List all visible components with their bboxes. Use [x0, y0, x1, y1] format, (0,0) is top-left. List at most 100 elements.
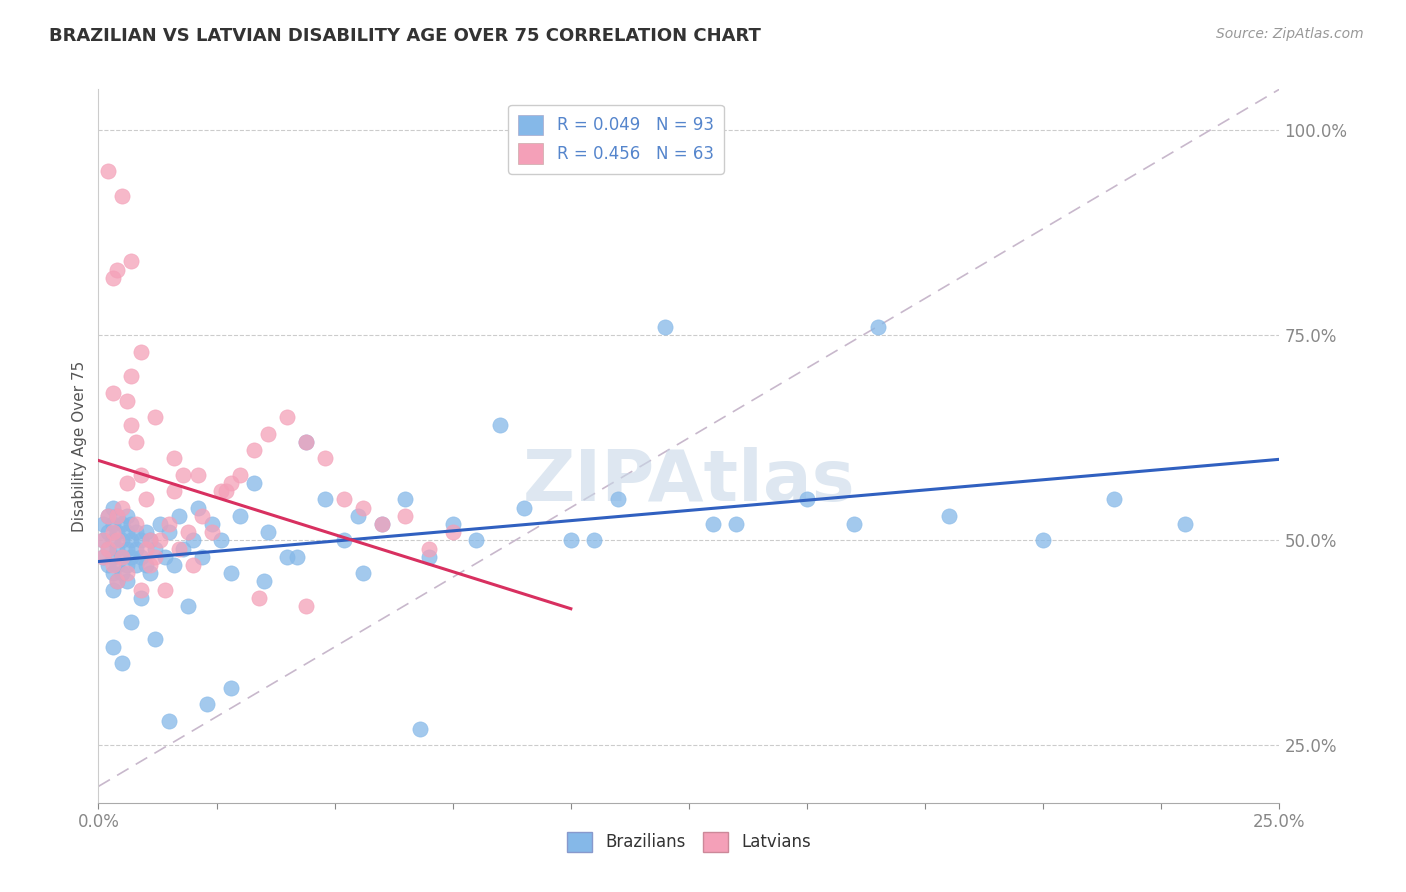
Point: [243, 475, 266, 490]
Point: [157, 525, 180, 540]
Point: [195, 698, 218, 712]
Text: ZIPAtlas: ZIPAtlas: [523, 447, 855, 516]
Point: [172, 541, 194, 556]
Point: [149, 516, 172, 531]
Point: [725, 516, 748, 531]
Point: [866, 320, 889, 334]
Point: [257, 525, 280, 540]
Point: [115, 475, 138, 490]
Point: [111, 533, 134, 548]
Point: [101, 558, 124, 572]
Point: [105, 508, 128, 523]
Point: [139, 533, 162, 548]
Point: [371, 516, 394, 531]
Point: [115, 574, 138, 589]
Point: [125, 434, 148, 449]
Point: [352, 566, 374, 581]
Point: [163, 451, 186, 466]
Point: [129, 467, 152, 482]
Point: [333, 492, 356, 507]
Point: [143, 632, 166, 646]
Point: [121, 615, 143, 630]
Point: [115, 525, 138, 540]
Point: [111, 549, 134, 564]
Point: [121, 516, 143, 531]
Point: [135, 492, 157, 507]
Point: [91, 533, 114, 548]
Point: [121, 369, 143, 384]
Point: [105, 262, 128, 277]
Point: [441, 516, 464, 531]
Point: [97, 525, 120, 540]
Point: [139, 533, 162, 548]
Point: [97, 558, 120, 572]
Point: [191, 508, 214, 523]
Text: Source: ZipAtlas.com: Source: ZipAtlas.com: [1216, 27, 1364, 41]
Point: [394, 508, 416, 523]
Point: [105, 525, 128, 540]
Point: [560, 533, 582, 548]
Point: [1174, 516, 1197, 531]
Point: [187, 467, 209, 482]
Point: [295, 434, 318, 449]
Point: [167, 508, 190, 523]
Point: [115, 508, 138, 523]
Point: [702, 516, 724, 531]
Legend: Brazilians, Latvians: Brazilians, Latvians: [561, 825, 817, 859]
Point: [153, 549, 176, 564]
Point: [285, 549, 308, 564]
Point: [295, 599, 318, 613]
Point: [149, 533, 172, 548]
Point: [253, 574, 276, 589]
Point: [121, 254, 143, 268]
Point: [333, 533, 356, 548]
Point: [105, 558, 128, 572]
Point: [129, 533, 152, 548]
Point: [181, 558, 204, 572]
Point: [243, 443, 266, 458]
Point: [201, 516, 224, 531]
Point: [125, 516, 148, 531]
Y-axis label: Disability Age Over 75: Disability Age Over 75: [72, 360, 87, 532]
Point: [157, 516, 180, 531]
Point: [105, 541, 128, 556]
Point: [105, 508, 128, 523]
Point: [91, 549, 114, 564]
Point: [115, 558, 138, 572]
Point: [229, 508, 252, 523]
Point: [125, 541, 148, 556]
Point: [371, 516, 394, 531]
Point: [105, 574, 128, 589]
Point: [121, 418, 143, 433]
Point: [97, 508, 120, 523]
Point: [938, 508, 960, 523]
Point: [167, 541, 190, 556]
Point: [465, 533, 488, 548]
Point: [191, 549, 214, 564]
Point: [143, 549, 166, 564]
Point: [139, 566, 162, 581]
Point: [347, 508, 370, 523]
Point: [135, 541, 157, 556]
Point: [97, 508, 120, 523]
Point: [408, 722, 430, 736]
Point: [91, 533, 114, 548]
Point: [209, 484, 232, 499]
Point: [1102, 492, 1125, 507]
Point: [101, 582, 124, 597]
Point: [101, 549, 124, 564]
Point: [157, 714, 180, 728]
Point: [125, 558, 148, 572]
Point: [135, 558, 157, 572]
Point: [97, 541, 120, 556]
Point: [101, 516, 124, 531]
Point: [121, 533, 143, 548]
Point: [215, 484, 238, 499]
Point: [181, 533, 204, 548]
Point: [163, 558, 186, 572]
Point: [101, 533, 124, 548]
Point: [101, 640, 124, 654]
Point: [229, 467, 252, 482]
Point: [101, 270, 124, 285]
Point: [101, 500, 124, 515]
